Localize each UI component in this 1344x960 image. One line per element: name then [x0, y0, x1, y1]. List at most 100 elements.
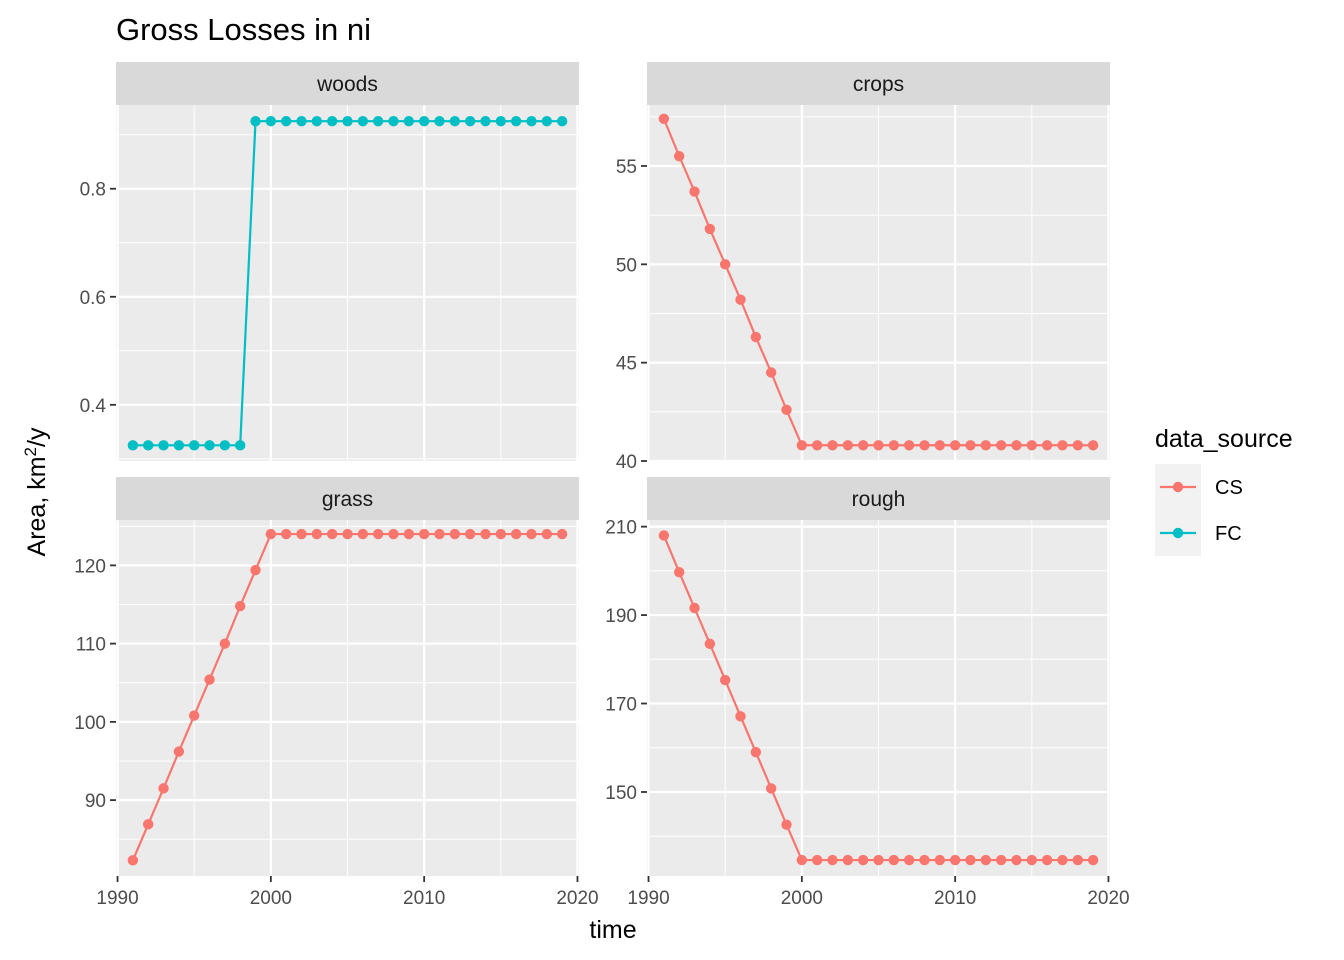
- data-point: [480, 528, 491, 540]
- legend-label: CS: [1215, 477, 1243, 499]
- legend-item-FC: FC: [1155, 510, 1242, 556]
- data-point: [173, 746, 185, 757]
- y-tick-label: 190: [605, 606, 637, 627]
- x-tick-label: 2000: [781, 888, 823, 909]
- data-point: [188, 710, 200, 721]
- data-point: [873, 854, 884, 866]
- data-point: [1026, 440, 1038, 451]
- data-point: [919, 440, 930, 451]
- data-point: [842, 854, 854, 866]
- data-point: [326, 116, 338, 127]
- data-point: [219, 638, 231, 649]
- data-point: [480, 116, 491, 127]
- data-point: [888, 440, 900, 451]
- data-point: [735, 711, 746, 722]
- x-tick-label: 1990: [627, 888, 669, 909]
- strip-label-woods: woods: [316, 73, 378, 96]
- data-point: [158, 440, 169, 451]
- data-point: [265, 116, 277, 127]
- data-point: [265, 528, 277, 540]
- strip-label-crops: crops: [853, 73, 904, 96]
- strip-label-rough: rough: [852, 488, 906, 511]
- data-point: [1072, 854, 1084, 866]
- y-tick-label: 110: [76, 635, 106, 656]
- data-point: [673, 566, 685, 578]
- data-point: [1087, 854, 1099, 866]
- x-tick-label: 2010: [934, 888, 976, 909]
- data-point: [765, 783, 777, 794]
- y-tick-label: 55: [616, 157, 637, 178]
- data-point: [719, 674, 731, 686]
- legend-key-point: [1172, 527, 1184, 539]
- legend-key-point: [1172, 481, 1184, 493]
- data-point: [388, 116, 399, 127]
- data-point: [658, 530, 670, 541]
- data-point: [342, 116, 353, 127]
- x-tick-label: 2020: [1087, 888, 1129, 909]
- data-point: [280, 528, 292, 540]
- data-point: [796, 854, 808, 866]
- data-point: [357, 116, 369, 127]
- data-point: [296, 528, 307, 540]
- data-point: [781, 819, 792, 830]
- legend-label: FC: [1215, 523, 1242, 545]
- data-point: [526, 528, 537, 540]
- data-point: [750, 331, 762, 343]
- data-point: [980, 440, 992, 451]
- data-point: [689, 602, 700, 614]
- strip-woods: [116, 62, 579, 105]
- data-point: [934, 854, 946, 866]
- x-tick-label: 2010: [403, 888, 445, 909]
- y-tick-label: 170: [605, 695, 637, 716]
- data-point: [526, 116, 537, 127]
- data-point: [250, 116, 261, 127]
- facet-panels: woods 0.4 0.6 0.8 crops 40 45 50 55 grass 1990 2000…: [74, 62, 1130, 909]
- data-point: [418, 116, 430, 127]
- data-point: [311, 116, 323, 127]
- data-point: [704, 223, 716, 235]
- data-point: [903, 854, 915, 866]
- data-point: [1011, 440, 1022, 451]
- strip-grass: [116, 477, 579, 520]
- strip-crops: [647, 62, 1110, 105]
- data-point: [372, 528, 384, 540]
- data-point: [811, 854, 823, 866]
- y-tick-label: 50: [616, 255, 637, 276]
- legend-keys: CS FC: [1155, 464, 1243, 556]
- data-point: [765, 367, 777, 378]
- data-point: [449, 528, 461, 540]
- data-point: [127, 440, 139, 451]
- data-point: [188, 440, 200, 451]
- data-point: [142, 440, 154, 451]
- panel-rough: rough 1990 2000 2010 2020 150 170 190 210: [605, 477, 1130, 909]
- data-point: [510, 528, 522, 540]
- data-point: [811, 440, 823, 451]
- x-tick-label: 2000: [250, 888, 292, 909]
- y-tick-label: 45: [616, 354, 637, 375]
- data-point: [949, 854, 961, 866]
- data-point: [995, 854, 1007, 866]
- data-point: [842, 440, 854, 451]
- data-point: [280, 116, 292, 127]
- y-axis-title: Area, km2/y: [21, 427, 51, 556]
- data-point: [204, 440, 215, 451]
- data-point: [689, 186, 700, 197]
- legend-title: data_source: [1155, 425, 1293, 453]
- data-point: [857, 440, 869, 451]
- data-point: [158, 783, 169, 794]
- data-point: [234, 440, 246, 451]
- data-point: [827, 440, 838, 451]
- data-point: [1072, 440, 1084, 451]
- data-point: [127, 855, 139, 866]
- x-tick-label: 2020: [556, 888, 598, 909]
- chart-title: Gross Losses in ni: [116, 12, 371, 47]
- panel-grass: grass 1990 2000 2010 2020 90 100 110 120: [74, 477, 599, 909]
- strip-label-grass: grass: [322, 488, 373, 511]
- data-point: [965, 854, 976, 866]
- data-point: [934, 440, 946, 451]
- data-point: [219, 440, 231, 451]
- data-point: [980, 854, 992, 866]
- data-point: [449, 116, 461, 127]
- y-tick-label: 0.4: [80, 396, 107, 417]
- data-point: [296, 116, 307, 127]
